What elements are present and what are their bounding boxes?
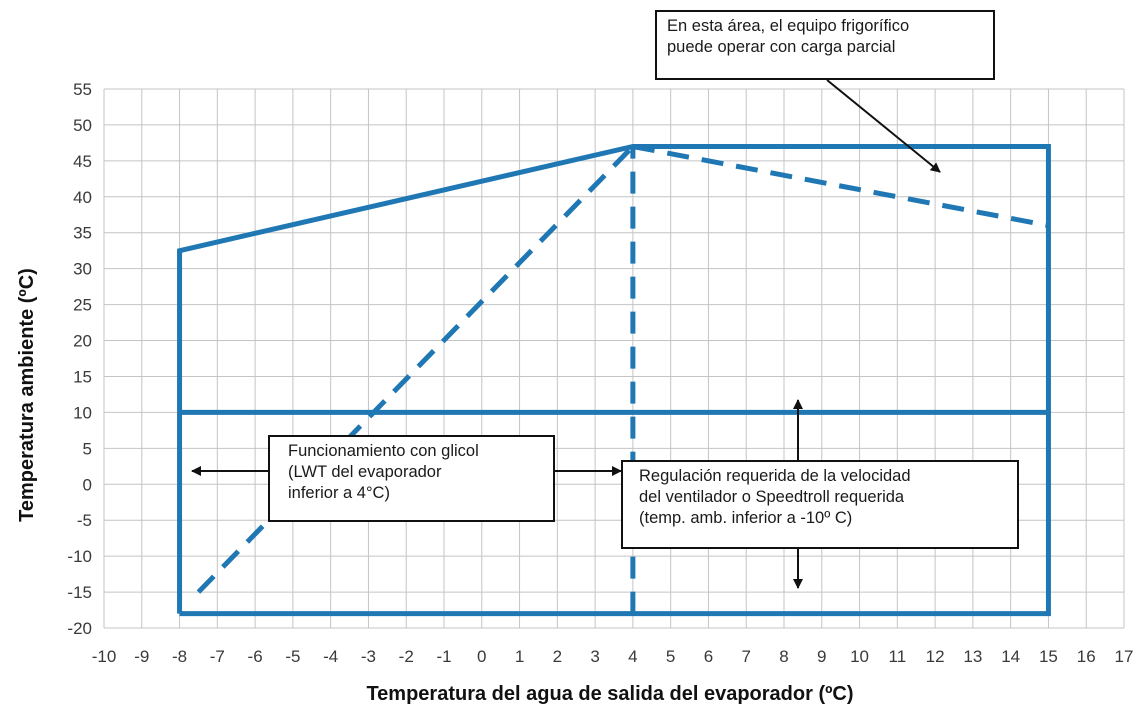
x-tick-label: 1 [515, 647, 524, 666]
x-tick-label: 13 [963, 647, 982, 666]
y-tick-label: 30 [73, 260, 92, 279]
x-tick-label: 14 [1001, 647, 1020, 666]
operating-envelope-line [177, 143, 1051, 617]
x-tick-label: -3 [361, 647, 376, 666]
glycol-note: Funcionamiento con glicol (LWT del evapo… [268, 435, 555, 522]
y-tick-label: -15 [67, 583, 92, 602]
y-tick-label: -20 [67, 619, 92, 638]
partial-load-arrow [826, 79, 941, 173]
x-tick-label: 8 [779, 647, 788, 666]
x-axis-title: Temperatura del agua de salida del evapo… [366, 683, 853, 705]
x-tick-label: 11 [889, 647, 907, 666]
x-tick-label: 5 [666, 647, 675, 666]
partial-load-note-line: En esta área, el equipo frigorífico [667, 17, 910, 35]
x-tick-label: 9 [817, 647, 826, 666]
y-tick-label: 20 [73, 332, 92, 351]
x-tick-label: -6 [248, 647, 263, 666]
x-tick-label: -5 [285, 647, 300, 666]
x-tick-label: 4 [628, 647, 637, 666]
y-tick-label: -5 [77, 511, 92, 530]
y-axis-title: Temperatura ambiente (ºC) [16, 268, 38, 522]
annotation-arrows [191, 79, 941, 589]
x-tick-label: -8 [172, 647, 187, 666]
x-tick-label: -10 [92, 647, 117, 666]
dashed-boundary-line [632, 144, 1049, 229]
y-tick-label: 45 [73, 152, 92, 171]
x-tick-label: 17 [1115, 647, 1134, 666]
fan-speed-note: Regulación requerida de la velocidad del… [621, 460, 1019, 549]
glycol-note-line: Funcionamiento con glicol [288, 442, 479, 460]
x-tick-label: 0 [477, 647, 486, 666]
x-tick-label: 6 [704, 647, 713, 666]
dashed-boundary-line [196, 144, 635, 594]
fan-speed-note-line: del ventilador o Speedtroll requerida [639, 488, 905, 506]
x-tick-label: -9 [134, 647, 149, 666]
y-tick-label: 40 [73, 188, 92, 207]
x-tick-label: -2 [399, 647, 414, 666]
x-tick-label: 2 [553, 647, 562, 666]
y-tick-label: 50 [73, 116, 92, 135]
y-tick-label: 55 [73, 80, 92, 99]
y-tick-label: 10 [73, 403, 92, 422]
x-tick-label: 16 [1077, 647, 1096, 666]
fan-speed-note-line: Regulación requerida de la velocidad [639, 467, 911, 485]
x-tick-label: -4 [323, 647, 338, 666]
glycol-note-line: inferior a 4°C) [288, 484, 390, 502]
x-tick-label: 3 [590, 647, 599, 666]
x-tick-label: 12 [926, 647, 945, 666]
x-tick-label: 10 [850, 647, 869, 666]
x-tick-label: -1 [436, 647, 451, 666]
x-tick-label: 7 [741, 647, 750, 666]
x-tick-label: 15 [1039, 647, 1058, 666]
y-tick-label: 0 [83, 475, 92, 494]
y-tick-label: 5 [83, 439, 92, 458]
y-tick-label: 15 [73, 367, 92, 386]
x-tick-labels: -10 -9 -8 -7 -6 -5 -4 -3 -2 -1 0 1 2 3 4 5 6 7 8 9 10 11 12 13 1… [92, 647, 1134, 666]
partial-load-note-line: puede operar con carga parcial [667, 38, 896, 56]
y-tick-label: 25 [73, 296, 92, 315]
x-tick-label: -7 [210, 647, 225, 666]
glycol-note-line: (LWT del evaporador [288, 463, 442, 481]
partial-load-note: En esta área, el equipo frigorífico pued… [655, 10, 995, 80]
fan-speed-note-line: (temp. amb. inferior a -10º C) [639, 509, 853, 527]
y-tick-label: 35 [73, 224, 92, 243]
y-tick-label: -10 [67, 547, 92, 566]
